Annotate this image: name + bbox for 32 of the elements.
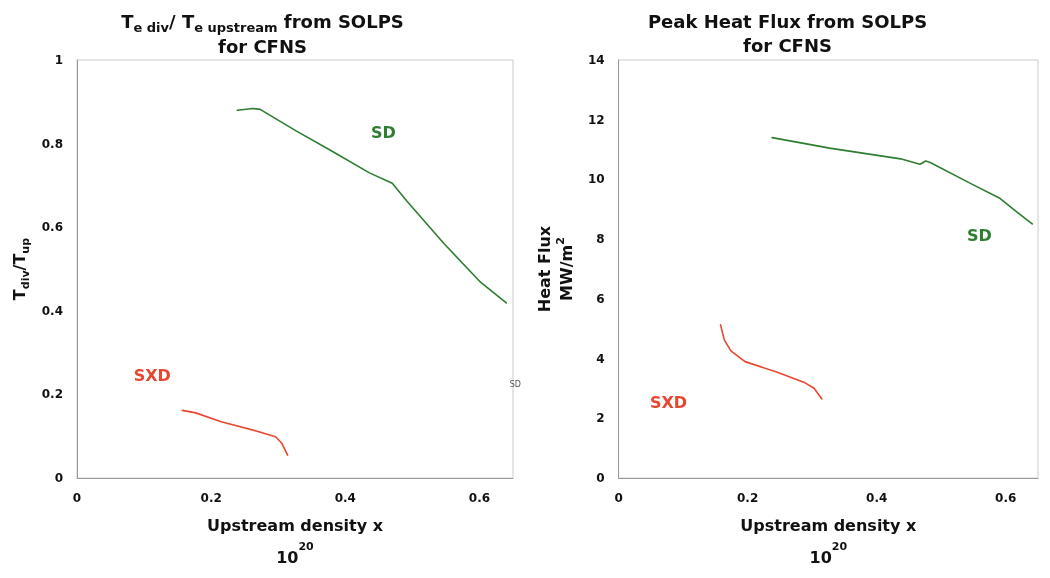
y-tick-label: 0 (54, 471, 63, 486)
y-tick-label: 2 (596, 411, 605, 426)
x-tick-label: 0 (614, 491, 623, 506)
y-tick-label: 4 (596, 351, 605, 366)
y-tick-label: 10 (587, 172, 605, 187)
y-tick-label: 0.4 (41, 303, 63, 318)
text: SXD (649, 393, 688, 413)
x-tick-label: 0 (72, 491, 82, 506)
x-tick-label: 0.6 (468, 491, 491, 506)
y-tick-label: 6 (596, 291, 605, 306)
y-tick-label: 14 (587, 53, 605, 67)
line-series (181, 409, 289, 456)
line-series (719, 324, 823, 400)
series-label: SD (371, 123, 396, 143)
y-tick-label: 0.2 (41, 387, 63, 402)
y-tick-label: 0.8 (41, 136, 63, 151)
y-tick-label: 1 (54, 53, 63, 67)
line-series (236, 107, 508, 304)
x-tick-label: 0.4 (334, 491, 356, 506)
line-series (771, 136, 1033, 225)
x-tick-label: 0.6 (995, 491, 1017, 506)
chart-title: Peak Heat Flux from SOLPS for CFNS (647, 10, 928, 56)
y-tick-label: 0 (596, 471, 605, 486)
x-tick-label: 0.2 (200, 491, 222, 506)
y-tick-label: 12 (587, 112, 605, 127)
series-label: SD (966, 226, 992, 246)
annotation: SD (509, 379, 522, 389)
x-tick-label: 0.4 (866, 491, 888, 506)
x-tick-label: 0.2 (737, 491, 759, 506)
y-tick-label: 8 (596, 232, 605, 247)
series-label: SXD (133, 365, 171, 385)
y-tick-label: 0.6 (41, 220, 63, 235)
